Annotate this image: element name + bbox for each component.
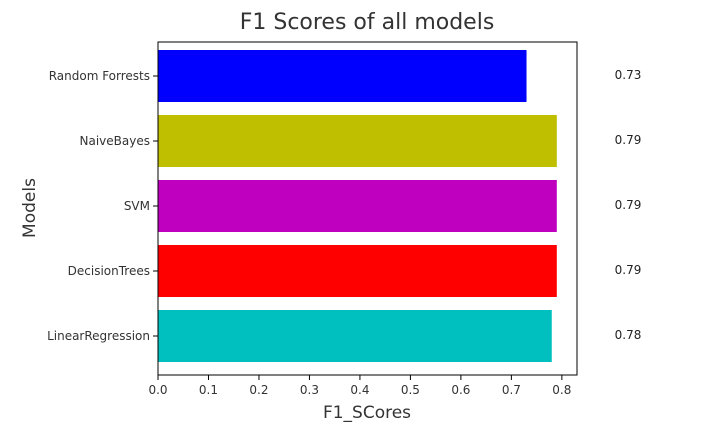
data-labels-layer: 0.73 0.79 0.79 0.79 0.78 bbox=[615, 68, 642, 342]
bar bbox=[158, 310, 552, 362]
value-label: 0.79 bbox=[615, 133, 642, 147]
y-axis-label: Models bbox=[20, 178, 40, 238]
y-tick-label: LinearRegression bbox=[47, 329, 150, 343]
ticks-layer: Random Forrests NaiveBayes SVM DecisionTree… bbox=[47, 69, 571, 397]
x-tick-label: 0.0 bbox=[148, 383, 167, 397]
x-tick-label: 0.2 bbox=[249, 383, 268, 397]
x-tick-label: 0.5 bbox=[401, 383, 420, 397]
value-label: 0.79 bbox=[615, 263, 642, 277]
chart-title: F1 Scores of all models bbox=[240, 10, 495, 35]
bar bbox=[158, 180, 557, 232]
value-label: 0.79 bbox=[615, 198, 642, 212]
x-tick-label: 0.6 bbox=[451, 383, 470, 397]
x-tick-label: 0.4 bbox=[350, 383, 369, 397]
bar bbox=[158, 115, 557, 167]
x-tick-label: 0.1 bbox=[199, 383, 218, 397]
x-tick-label: 0.7 bbox=[502, 383, 521, 397]
y-tick-label: NaiveBayes bbox=[80, 134, 150, 148]
y-tick-label: Random Forrests bbox=[49, 69, 150, 83]
plot-area-frame bbox=[157, 41, 578, 376]
x-tick-label: 0.3 bbox=[300, 383, 319, 397]
value-label: 0.78 bbox=[615, 328, 642, 342]
x-tick-label: 0.8 bbox=[552, 383, 571, 397]
bars-layer bbox=[158, 50, 557, 362]
bar bbox=[158, 245, 557, 297]
y-tick-label: SVM bbox=[124, 199, 150, 213]
x-axis-label: F1_SCores bbox=[323, 403, 411, 423]
value-label: 0.73 bbox=[615, 68, 642, 82]
y-tick-label: DecisionTrees bbox=[68, 264, 150, 278]
bar bbox=[158, 50, 527, 102]
